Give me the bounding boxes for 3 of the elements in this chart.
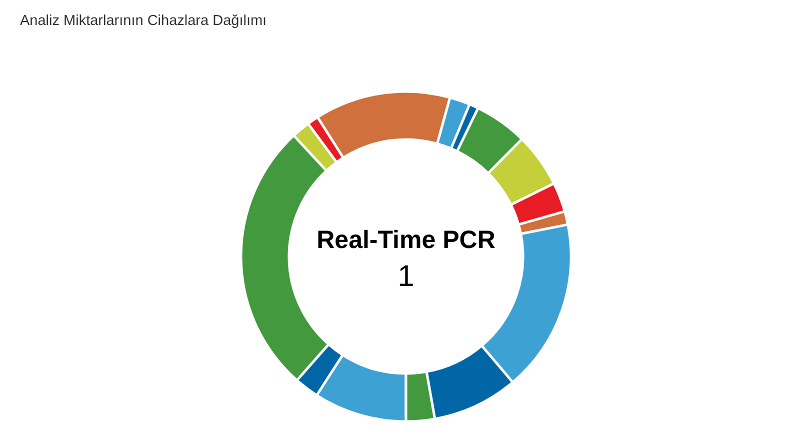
chart-title: Analiz Miktarlarının Cihazlara Dağılımı [20, 13, 267, 29]
text: Real-Time PCR [316, 224, 496, 254]
text: 1 [396, 258, 416, 294]
